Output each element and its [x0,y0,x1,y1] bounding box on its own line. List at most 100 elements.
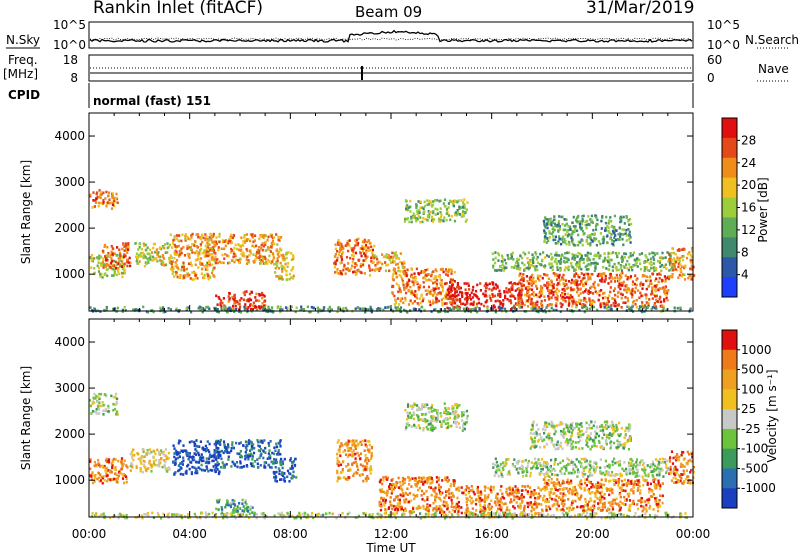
echo-cell [243,293,246,297]
echo-cell [500,269,503,272]
echo-cell [484,293,487,297]
echo-cell [336,452,339,456]
echo-cell [384,508,387,511]
echo-cell [205,265,208,269]
echo-cell [611,277,614,281]
echo-cell [347,262,350,265]
echo-cell [245,290,248,293]
echo-cell [638,253,641,256]
echo-cell [554,290,557,293]
echo-cell [178,255,181,258]
echo-cell [367,249,370,252]
echo-cell [91,471,94,474]
echo-cell [211,252,214,256]
echo-cell [413,479,416,482]
echo-cell [456,416,459,420]
echo-cell [102,404,105,407]
echo-cell [222,297,225,300]
echo-cell [367,239,371,242]
echo-cell [337,239,340,242]
echo-cell [462,201,465,204]
echo-cell [522,284,525,287]
echo-cell [191,271,194,274]
echo-cell [475,302,479,306]
echo-cell [249,440,252,443]
echo-cell [586,264,589,267]
echo-cell [434,287,437,291]
echo-cell [368,469,372,472]
echo-cell [336,479,339,483]
echo-cell [590,285,593,289]
echo-cell [216,258,219,261]
echo-cell [217,310,220,314]
echo-cell [209,253,212,256]
echo-cell [436,208,439,211]
echo-cell [410,215,413,219]
echo-cell [468,296,471,299]
echo-cell [216,500,219,504]
echo-cell [510,253,513,256]
echo-cell [432,270,435,273]
echo-cell [280,462,283,466]
echo-cell [645,256,648,259]
echo-cell [200,459,203,463]
echo-cell [178,468,181,472]
echo-cell [111,194,114,198]
echo-cell [351,264,354,268]
echo-cell [224,445,227,449]
echo-cell [253,460,257,463]
echo-cell [468,308,472,312]
echo-cell [566,257,569,260]
echo-cell [162,255,165,259]
echo-cell [646,269,649,272]
echo-cell [107,263,110,267]
echo-cell [417,285,420,289]
echo-cell [247,439,251,442]
echo-cell [279,459,282,463]
echo-cell [399,306,403,309]
echo-cell [437,483,441,487]
echo-cell [610,276,613,279]
echo-cell [208,455,211,459]
echo-cell [425,490,428,493]
echo-cell [595,215,598,219]
echo-cell [219,438,222,442]
echo-cell [589,218,592,221]
echo-cell [515,267,518,270]
echo-cell [623,266,626,269]
echo-cell [193,444,196,448]
echo-cell [671,275,674,279]
echo-cell [583,305,586,309]
echo-cell [419,216,422,219]
echo-cell [528,287,531,291]
echo-cell [388,487,391,490]
echo-cell [220,307,223,311]
echo-cell [112,457,116,461]
echo-cell [109,266,112,269]
echo-cell [337,477,340,480]
nave-label: Nave [758,62,789,76]
echo-cell [205,305,208,309]
echo-cell [263,461,266,464]
echo-cell [322,309,325,312]
echo-cell [104,466,107,470]
echo-cell [418,211,421,214]
echo-cell [224,450,227,453]
echo-cell [443,500,446,504]
echo-cell [625,228,628,232]
echo-cell [349,449,352,452]
echo-cell [164,467,167,471]
echo-cell [261,242,264,245]
echo-cell [97,204,100,208]
echo-cell [406,405,410,408]
echo-cell [238,310,241,313]
echo-cell [220,301,223,305]
echo-cell [638,296,641,300]
cpid-value: normal (fast) 151 [93,94,211,108]
echo-cell [217,500,220,504]
echo-cell [218,260,221,264]
echo-cell [594,263,597,266]
echo-cell [185,469,188,473]
echo-cell [504,307,507,311]
echo-cell [342,266,345,269]
